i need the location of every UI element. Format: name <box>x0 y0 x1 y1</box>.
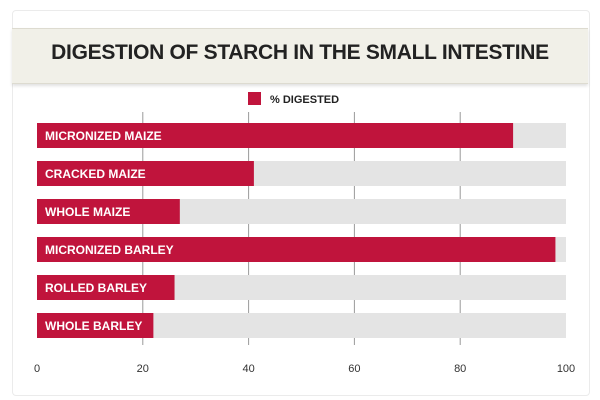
bar-category-label: ROLLED BARLEY <box>45 281 147 295</box>
bar <box>37 123 514 148</box>
bar-category-label: WHOLE BARLEY <box>45 319 142 333</box>
bars: MICRONIZED MAIZE CRACKED MAIZE WHOLE MAIZE… <box>37 123 566 338</box>
legend-label: % DIGESTED <box>270 94 339 106</box>
bar-category-label: WHOLE MAIZE <box>45 205 130 219</box>
bar <box>37 275 175 300</box>
bar-row: ROLLED BARLEY <box>37 275 566 300</box>
x-tick-label: 60 <box>348 363 360 375</box>
bar-row: WHOLE BARLEY <box>37 313 566 338</box>
bar <box>37 199 180 224</box>
bar-category-label: MICRONIZED BARLEY <box>45 243 174 257</box>
bar-row: WHOLE MAIZE <box>37 199 566 224</box>
bar-row: MICRONIZED BARLEY <box>37 237 566 262</box>
bar-category-label: CRACKED MAIZE <box>45 167 146 181</box>
bar <box>37 313 154 338</box>
x-tick-label: 100 <box>557 363 575 375</box>
x-tick-label: 40 <box>242 363 254 375</box>
x-axis-ticks: 0 20 40 60 80 100 <box>34 363 575 375</box>
bar <box>37 161 254 186</box>
x-tick-label: 20 <box>137 363 149 375</box>
bar-row: MICRONIZED MAIZE <box>37 123 566 148</box>
bar <box>37 237 556 262</box>
grid-lines <box>142 112 461 345</box>
title-banner <box>12 28 588 84</box>
legend: % DIGESTED <box>248 92 339 106</box>
chart-title: DIGESTION OF STARCH IN THE SMALL INTESTI… <box>51 41 549 64</box>
x-tick-label: 80 <box>454 363 466 375</box>
legend-swatch <box>248 92 261 105</box>
x-tick-label: 0 <box>34 363 40 375</box>
bar-category-label: MICRONIZED MAIZE <box>45 129 162 143</box>
bar-row: CRACKED MAIZE <box>37 161 566 186</box>
